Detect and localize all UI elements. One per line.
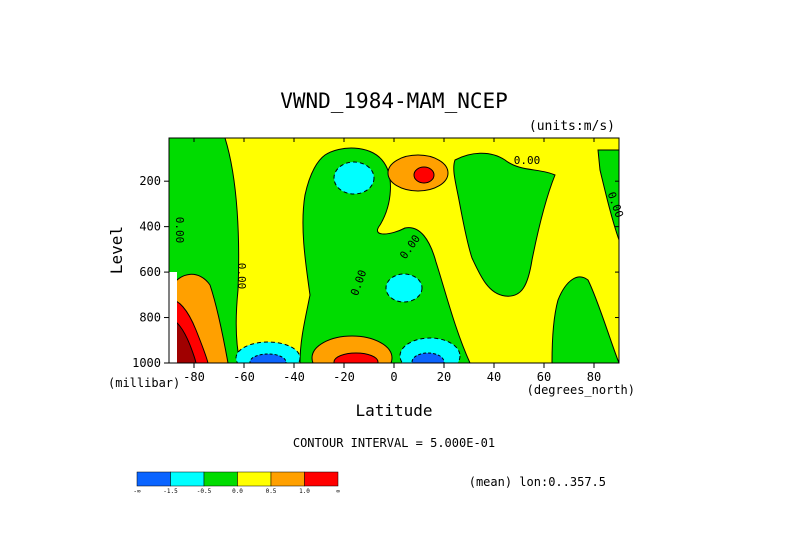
colorbar-swatch bbox=[136, 471, 171, 487]
green-region-north bbox=[453, 152, 556, 297]
colorbar-label: ∞ bbox=[336, 488, 340, 495]
x-tick-label: -80 bbox=[183, 370, 205, 384]
colorbar-swatch bbox=[270, 471, 305, 487]
y-tick-label: 200 bbox=[139, 174, 161, 188]
x-axis: -80 -60 -40 -20 0 20 40 60 80 bbox=[183, 138, 601, 384]
red-core-low bbox=[333, 352, 379, 363]
x-tick-label: 0 bbox=[390, 370, 397, 384]
x-tick-label: 20 bbox=[437, 370, 451, 384]
red-core-upper bbox=[413, 166, 435, 184]
colorbar-label: 0.5 bbox=[266, 488, 277, 495]
cyan-region-mid bbox=[385, 273, 423, 303]
colorbar: -∞ -1.5 -0.5 0.0 0.5 1.0 ∞ bbox=[133, 471, 340, 495]
y-tick-label: 600 bbox=[139, 265, 161, 279]
x-tick-label: -20 bbox=[333, 370, 355, 384]
contour-interval-text: CONTOUR INTERVAL = 5.000E-01 bbox=[293, 436, 495, 450]
blue-core-equator bbox=[411, 352, 445, 363]
colorbar-swatch bbox=[237, 471, 272, 487]
colorbar-label: -1.5 bbox=[163, 488, 178, 495]
contour-label: 0.00 bbox=[514, 154, 541, 167]
mean-text: (mean) lon:0..357.5 bbox=[469, 475, 606, 489]
blue-core-south bbox=[249, 353, 287, 363]
colorbar-swatch bbox=[203, 471, 238, 487]
x-tick-label: -40 bbox=[283, 370, 305, 384]
colorbar-label: -0.5 bbox=[197, 488, 212, 495]
x-tick-label: 40 bbox=[487, 370, 501, 384]
colorbar-label: -∞ bbox=[133, 488, 141, 495]
y-units-label: (millibar) bbox=[108, 376, 180, 390]
x-tick-label: 60 bbox=[537, 370, 551, 384]
chart-title: VWND_1984-MAM_NCEP bbox=[280, 89, 508, 113]
contour-label: 0.00 bbox=[173, 217, 186, 244]
colorbar-swatch bbox=[170, 471, 205, 487]
y-tick-label: 1000 bbox=[132, 356, 161, 370]
x-tick-label: 80 bbox=[587, 370, 601, 384]
colorbar-label: 1.0 bbox=[299, 488, 310, 495]
y-axis: 200 400 600 800 1000 bbox=[132, 174, 619, 370]
units-label: (units:m/s) bbox=[529, 119, 615, 134]
cyan-region-upper bbox=[333, 161, 375, 195]
y-tick-label: 400 bbox=[139, 220, 161, 234]
colorbar-swatch bbox=[304, 471, 339, 487]
x-axis-label: Latitude bbox=[355, 401, 432, 420]
colorbar-label: 0.0 bbox=[232, 488, 243, 495]
plot-area bbox=[169, 138, 619, 363]
y-axis-label: Level bbox=[107, 226, 126, 274]
y-tick-label: 800 bbox=[139, 311, 161, 325]
x-units-label: (degrees_north) bbox=[527, 383, 635, 397]
contour-label: 0.00 bbox=[235, 263, 248, 290]
x-tick-label: -60 bbox=[233, 370, 255, 384]
green-region-north-lower bbox=[551, 276, 619, 363]
masked-region bbox=[169, 272, 177, 363]
